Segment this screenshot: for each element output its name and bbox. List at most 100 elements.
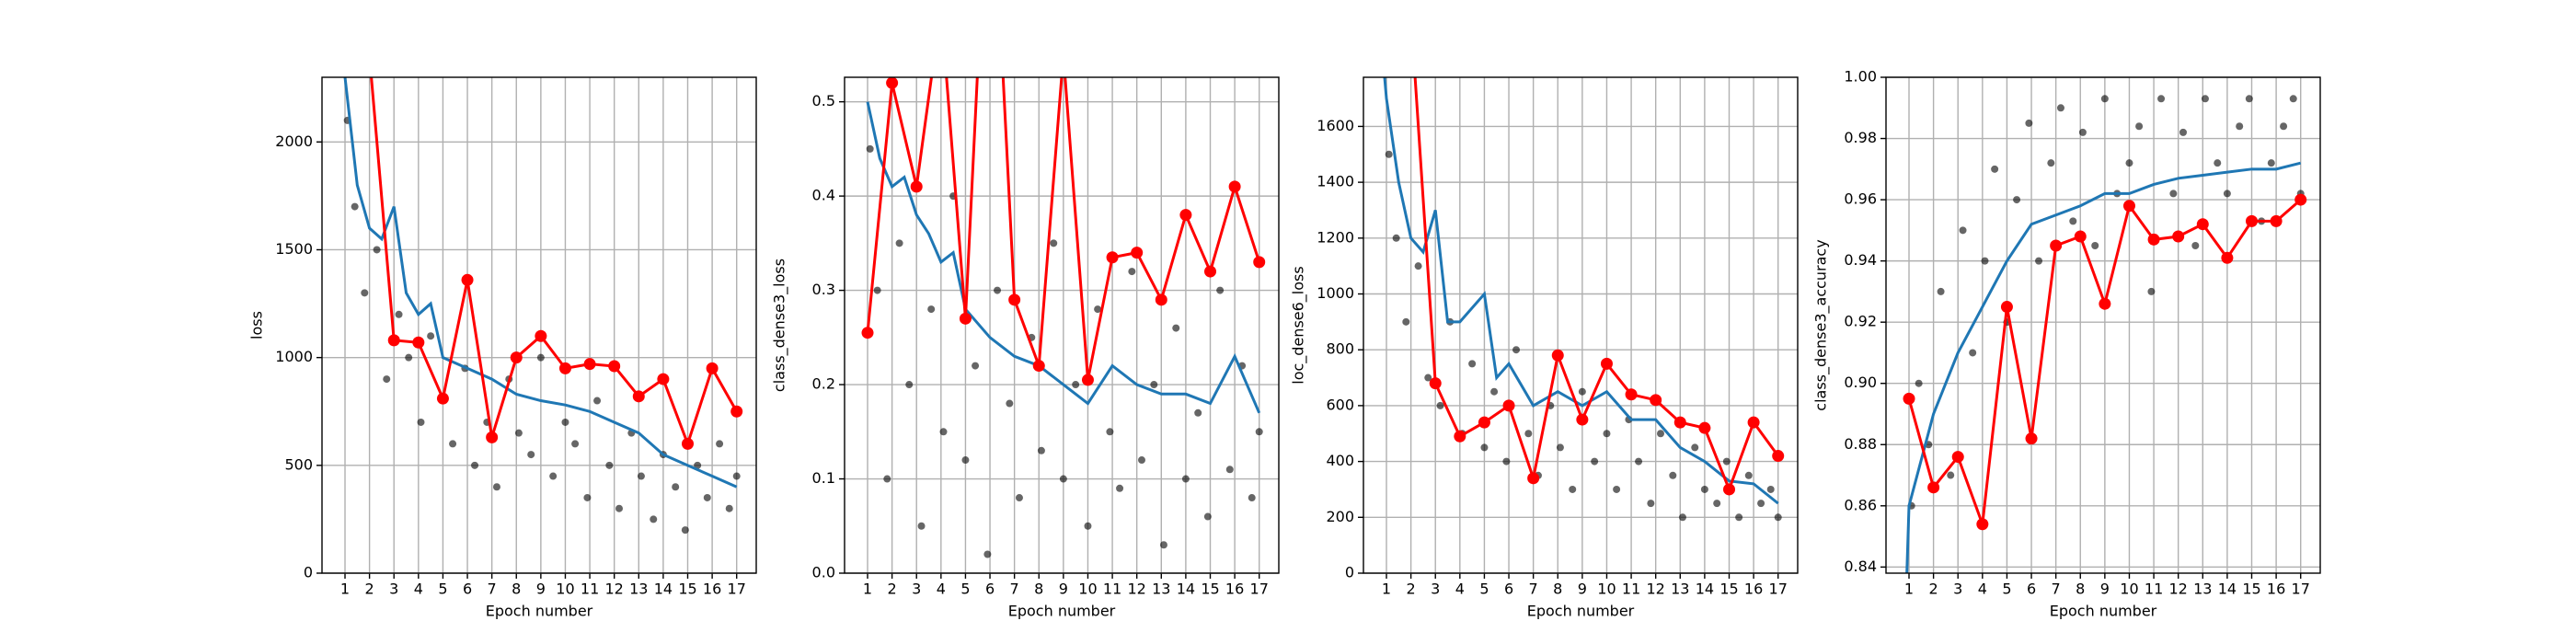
x-tick-label: 11 — [581, 581, 599, 598]
scatter-point — [1591, 457, 1599, 466]
scatter-point — [1050, 239, 1058, 247]
x-tick-label: 9 — [536, 581, 546, 598]
scatter-point — [615, 504, 624, 512]
x-tick-label: 14 — [1696, 581, 1714, 598]
y-tick-label: 0.88 — [1844, 435, 1877, 453]
x-tick-label: 4 — [1978, 581, 1987, 598]
marker — [2074, 230, 2087, 243]
scatter-point — [866, 144, 874, 153]
scatter-point — [2245, 95, 2253, 103]
marker — [2270, 214, 2283, 227]
scatter-point — [1757, 500, 1765, 508]
x-tick-label: 12 — [1647, 581, 1665, 598]
scatter-point — [1402, 317, 1410, 326]
scatter-point — [549, 472, 558, 480]
scatter-point — [961, 456, 970, 465]
scatter-point — [373, 246, 381, 254]
scatter-point — [1937, 287, 1945, 295]
marker — [2122, 200, 2135, 213]
x-tick-label: 2 — [1929, 581, 1938, 598]
marker — [1228, 180, 1241, 193]
scatter-point — [983, 550, 992, 558]
x-tick-label: 3 — [1431, 581, 1440, 598]
marker — [1650, 394, 1662, 407]
marker — [412, 336, 425, 349]
scatter-point — [1657, 430, 1665, 438]
marker — [2000, 301, 2013, 314]
scatter-point — [1159, 541, 1167, 549]
marker — [935, 2, 947, 14]
y-tick-label: 1600 — [1317, 117, 1354, 134]
marker — [1478, 416, 1490, 429]
y-tick-label: 0.98 — [1844, 129, 1877, 146]
x-tick-label: 17 — [1769, 581, 1788, 598]
x-tick-label: 5 — [438, 581, 447, 598]
x-tick-label: 3 — [389, 581, 398, 598]
y-tick-label: 2000 — [275, 132, 313, 150]
y-tick-label: 200 — [1326, 508, 1354, 525]
line — [866, 101, 1261, 414]
scatter-point — [2169, 190, 2178, 198]
x-tick-label: 13 — [1152, 581, 1170, 598]
x-tick-label: 2 — [888, 581, 897, 598]
marker — [886, 77, 899, 89]
x-tick-label: 5 — [1479, 581, 1489, 598]
x-tick-label: 12 — [1128, 581, 1146, 598]
marker — [861, 327, 874, 339]
scatter-point — [1392, 234, 1400, 242]
y-tick-label: 1200 — [1317, 228, 1354, 246]
marker — [959, 312, 972, 325]
plot-area — [861, 2, 1266, 558]
x-tick-label: 11 — [2145, 581, 2163, 598]
x-tick-label: 6 — [2027, 581, 2036, 598]
scatter-point — [527, 451, 535, 459]
marker — [558, 362, 571, 374]
scatter-point — [2078, 128, 2087, 136]
scatter-point — [2069, 217, 2077, 225]
scatter-point — [2135, 122, 2144, 131]
y-tick-label: 0.1 — [812, 469, 835, 487]
y-tick-label: 0.96 — [1844, 190, 1877, 208]
scatter-point — [361, 289, 369, 297]
y-tick-label: 0.3 — [812, 281, 835, 298]
marker — [706, 362, 719, 374]
line — [343, 77, 738, 489]
marker — [1772, 450, 1785, 463]
x-tick-label: 16 — [1744, 581, 1763, 598]
marker — [2050, 239, 2063, 252]
marker — [910, 180, 923, 193]
scatter-point — [1037, 446, 1045, 454]
scatter-point — [1774, 513, 1782, 522]
scatter-point — [1678, 513, 1686, 522]
scatter-point — [2179, 128, 2188, 136]
scatter-point — [1116, 484, 1124, 492]
scatter-point — [1991, 165, 1999, 173]
scatter-point — [1094, 305, 1102, 314]
marker — [461, 273, 474, 286]
marker — [1600, 357, 1613, 370]
scatter-point — [1414, 262, 1422, 270]
x-tick-label: 8 — [1034, 581, 1043, 598]
marker — [608, 360, 621, 373]
marker — [2172, 230, 2185, 243]
scatter-point — [1490, 387, 1499, 396]
marker — [2294, 193, 2307, 206]
scatter-point — [405, 353, 413, 362]
marker — [730, 405, 743, 418]
y-tick-label: 0.86 — [1844, 496, 1877, 513]
scatter-point — [1959, 226, 1967, 235]
scatter-point — [883, 475, 891, 483]
scatter-point — [716, 440, 724, 448]
scatter-point — [1700, 485, 1708, 493]
scatter-point — [939, 428, 948, 436]
scatter-point — [395, 310, 403, 318]
scatter-point — [972, 362, 980, 370]
scatter-point — [2147, 287, 2156, 295]
y-tick-label: 1400 — [1317, 173, 1354, 190]
x-tick-label: 6 — [1504, 581, 1513, 598]
scatter-point — [1015, 494, 1023, 502]
marker — [510, 351, 523, 364]
plot-area — [1383, 77, 1785, 522]
marker — [1032, 360, 1045, 373]
marker — [1551, 349, 1564, 362]
